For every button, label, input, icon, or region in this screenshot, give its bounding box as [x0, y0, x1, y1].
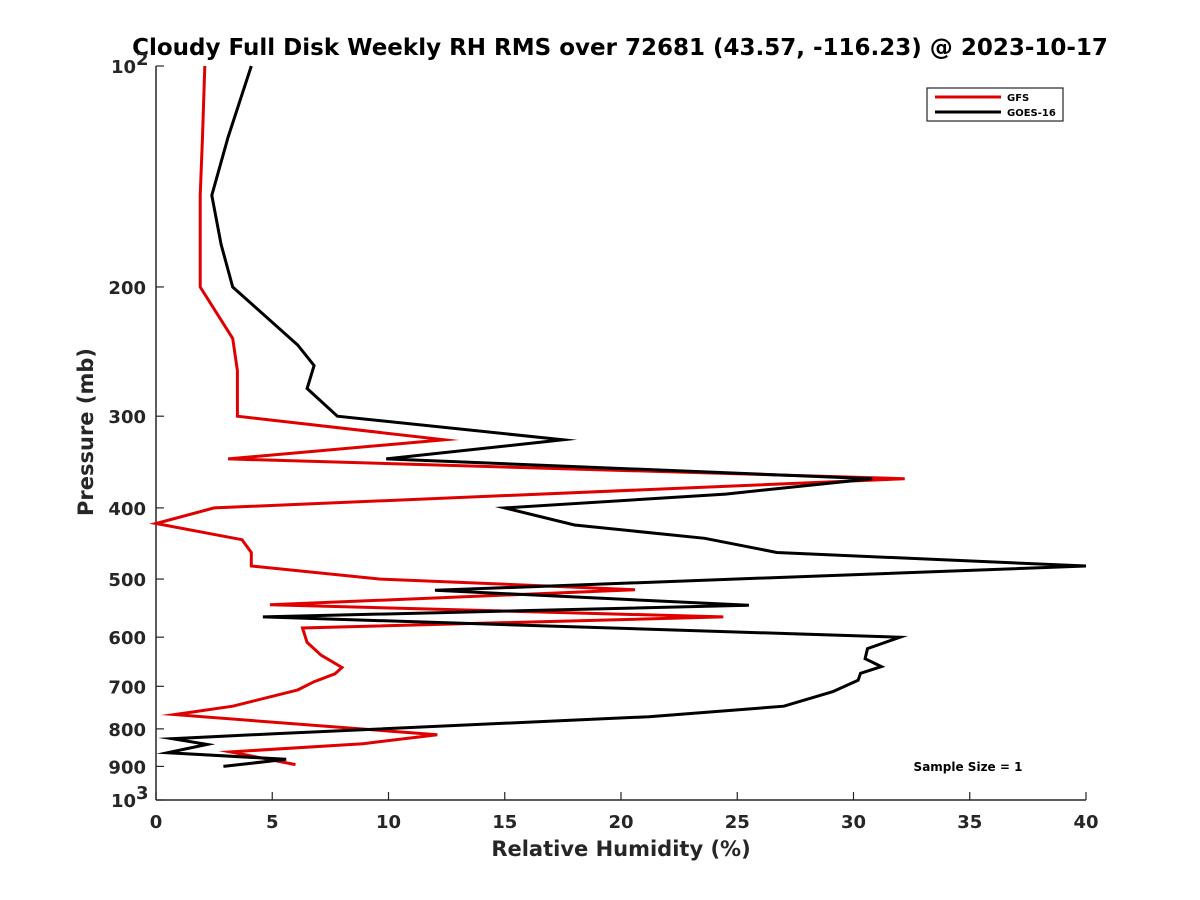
x-tick-label: 5: [266, 812, 279, 833]
legend: GFS GOES-16: [926, 87, 1064, 122]
x-tick-label: 30: [841, 812, 866, 833]
y-tick-label: 10: [111, 57, 136, 78]
sample-size-note: Sample Size = 1: [914, 760, 1023, 774]
legend-label: GOES-16: [1007, 108, 1056, 119]
x-tick-label: 25: [725, 812, 750, 833]
y-tick-exponent: 3: [136, 783, 149, 804]
x-tick-label: 0: [150, 812, 163, 833]
y-tick-label: 700: [108, 677, 146, 698]
chart-title: Cloudy Full Disk Weekly RH RMS over 7268…: [132, 35, 1108, 61]
y-tick-label: 900: [108, 757, 146, 778]
x-tick-label: 35: [957, 812, 982, 833]
series-line-gfs: [149, 65, 905, 767]
y-tick-label: 400: [108, 499, 146, 520]
y-tick-label: 200: [108, 278, 146, 299]
legend-label: GFS: [1007, 93, 1029, 104]
y-axis-label: Pressure (mb): [74, 348, 98, 516]
series-line-goes-16: [156, 65, 1087, 768]
y-tick-label: 300: [108, 407, 146, 428]
y-tick-label: 800: [108, 720, 146, 741]
y-tick-label: 500: [108, 570, 146, 591]
y-tick-label: 600: [108, 628, 146, 649]
x-axis-label: Relative Humidity (%): [491, 837, 750, 861]
y-tick-label: 10: [111, 791, 136, 812]
x-tick-label: 10: [376, 812, 401, 833]
x-tick-label: 20: [608, 812, 633, 833]
y-tick-exponent: 2: [136, 49, 149, 70]
x-tick-label: 15: [492, 812, 517, 833]
x-tick-label: 40: [1073, 812, 1098, 833]
legend-box: [926, 87, 1064, 122]
